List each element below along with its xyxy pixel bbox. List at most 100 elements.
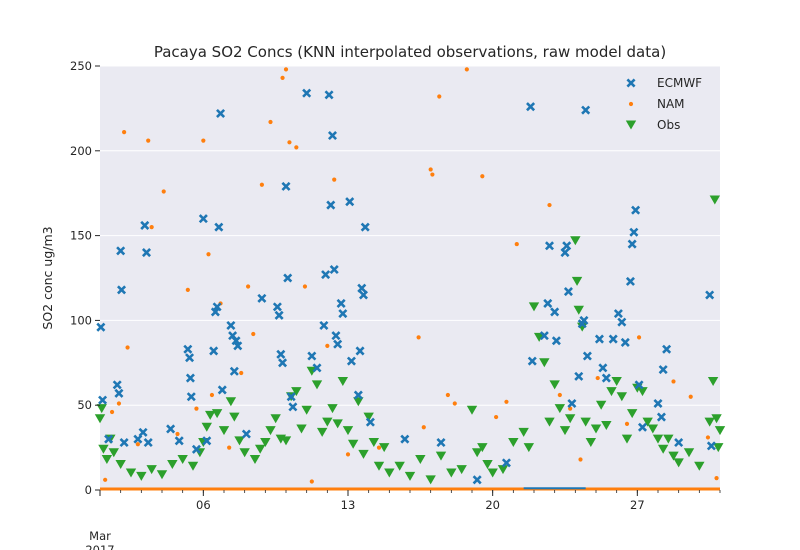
legend-label-ecmwf: ECMWF bbox=[657, 76, 702, 90]
point-obs bbox=[239, 448, 250, 458]
point-obs bbox=[573, 305, 584, 315]
point-obs bbox=[201, 422, 212, 432]
point-obs bbox=[611, 376, 622, 386]
point-ecmwf bbox=[526, 102, 536, 112]
point-ecmwf bbox=[117, 285, 127, 295]
point-obs bbox=[384, 468, 395, 478]
point-ecmwf bbox=[613, 309, 623, 319]
point-ecmwf bbox=[241, 429, 251, 439]
point-nam bbox=[464, 67, 469, 72]
point-ecmwf bbox=[214, 222, 224, 232]
point-obs bbox=[101, 454, 113, 464]
point-obs bbox=[347, 439, 359, 449]
point-nam bbox=[201, 138, 206, 143]
point-ecmwf bbox=[336, 298, 346, 308]
point-obs bbox=[316, 427, 328, 437]
point-obs bbox=[539, 358, 550, 368]
point-obs bbox=[363, 412, 374, 422]
point-obs bbox=[311, 380, 323, 390]
point-obs bbox=[218, 426, 230, 436]
point-obs bbox=[564, 414, 576, 424]
point-obs bbox=[332, 419, 343, 429]
point-obs bbox=[156, 470, 168, 480]
point-ecmwf bbox=[582, 351, 592, 361]
point-ecmwf bbox=[274, 310, 284, 320]
x-tick-label: 06 bbox=[196, 498, 211, 512]
point-ecmwf bbox=[138, 427, 148, 437]
point-ecmwf bbox=[257, 293, 267, 303]
point-obs bbox=[425, 475, 436, 485]
point-nam bbox=[504, 399, 509, 404]
point-nam bbox=[624, 421, 630, 426]
y-tick-label: 200 bbox=[70, 144, 92, 158]
point-ecmwf bbox=[186, 392, 196, 402]
point-obs bbox=[368, 438, 380, 448]
point-nam bbox=[161, 189, 166, 194]
point-nam bbox=[185, 287, 190, 292]
point-nam bbox=[116, 401, 122, 406]
point-obs bbox=[590, 424, 602, 434]
point-ecmwf bbox=[143, 437, 153, 448]
point-ecmwf bbox=[324, 90, 334, 100]
point-ecmwf bbox=[705, 290, 715, 300]
point-nam bbox=[636, 335, 642, 340]
point-obs bbox=[446, 468, 457, 478]
point-obs bbox=[544, 417, 555, 427]
point-ecmwf bbox=[472, 475, 482, 485]
point-obs bbox=[136, 471, 147, 481]
point-obs bbox=[647, 424, 659, 434]
point-ecmwf bbox=[119, 437, 129, 448]
point-ecmwf bbox=[272, 302, 282, 312]
point-nam bbox=[671, 379, 676, 384]
point-obs bbox=[280, 436, 292, 446]
series-obs bbox=[94, 195, 726, 485]
point-ecmwf bbox=[209, 346, 219, 356]
y-tick-label: 0 bbox=[85, 483, 92, 497]
point-obs bbox=[714, 426, 726, 436]
point-obs bbox=[301, 405, 312, 415]
point-obs bbox=[707, 376, 719, 386]
point-obs bbox=[337, 376, 349, 386]
point-nam bbox=[595, 375, 600, 381]
series-nam bbox=[103, 67, 719, 484]
point-ecmwf bbox=[637, 422, 648, 432]
point-obs bbox=[205, 410, 216, 420]
point-nam bbox=[547, 202, 552, 208]
point-nam bbox=[494, 414, 499, 420]
point-obs bbox=[146, 465, 157, 475]
point-ecmwf bbox=[326, 200, 336, 210]
legend-label-nam: NAM bbox=[657, 97, 685, 111]
point-obs bbox=[225, 397, 237, 407]
legend-marker-obs bbox=[625, 120, 637, 130]
point-obs bbox=[260, 438, 271, 448]
point-ecmwf bbox=[112, 380, 122, 390]
point-obs bbox=[167, 460, 178, 470]
point-nam bbox=[416, 335, 421, 340]
point-obs bbox=[626, 409, 638, 419]
point-nam bbox=[149, 225, 154, 230]
point-obs bbox=[98, 444, 109, 454]
point-nam bbox=[557, 392, 562, 398]
point-obs bbox=[249, 454, 261, 464]
point-nam bbox=[705, 435, 711, 440]
point-ecmwf bbox=[198, 214, 208, 224]
point-nam bbox=[251, 331, 256, 337]
x-tick-label: 27 bbox=[630, 498, 645, 512]
point-ecmwf bbox=[114, 388, 124, 398]
point-nam bbox=[194, 406, 199, 411]
point-nam bbox=[135, 442, 140, 447]
point-obs bbox=[497, 465, 509, 475]
point-ecmwf bbox=[226, 320, 236, 331]
point-ecmwf bbox=[338, 309, 348, 319]
x-tick-label: 13 bbox=[341, 498, 356, 512]
point-nam bbox=[428, 167, 433, 172]
point-ecmwf bbox=[674, 437, 684, 448]
y-tick-label: 250 bbox=[70, 59, 92, 73]
point-ecmwf bbox=[360, 222, 370, 232]
point-ecmwf bbox=[563, 287, 573, 297]
point-ecmwf bbox=[96, 322, 106, 332]
point-ecmwf bbox=[185, 373, 195, 383]
legend-marker-ecmwf bbox=[626, 78, 636, 88]
point-nam bbox=[109, 409, 115, 415]
